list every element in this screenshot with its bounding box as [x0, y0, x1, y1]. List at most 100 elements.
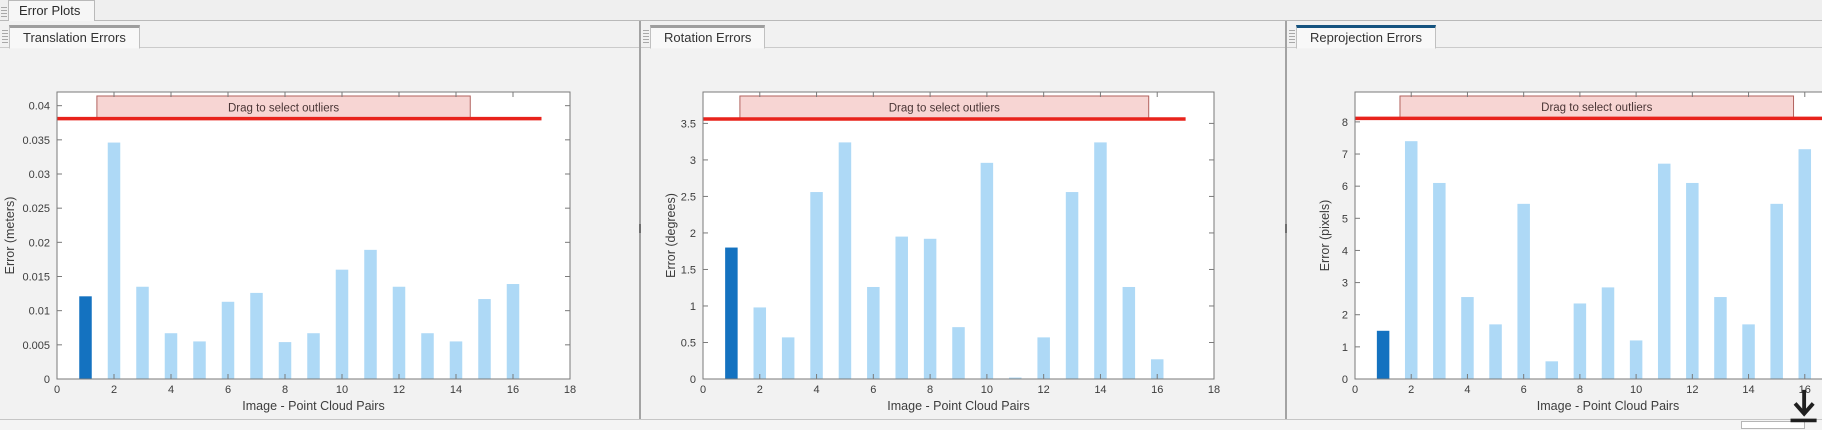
bar-2[interactable] [107, 142, 121, 379]
bar-4[interactable] [1461, 297, 1474, 379]
y-tick-label: 0.005 [22, 340, 50, 352]
bar-7[interactable] [895, 236, 908, 379]
bar-1[interactable] [1376, 330, 1390, 379]
bar-13[interactable] [421, 333, 434, 379]
bar-4[interactable] [164, 333, 178, 379]
bar-16[interactable] [1150, 359, 1164, 379]
bar-15[interactable] [478, 299, 491, 379]
bar-15[interactable] [1122, 286, 1136, 379]
tab-rotation-errors-label: Rotation Errors [664, 30, 752, 45]
bar-11[interactable] [364, 249, 377, 379]
x-tick-label: 16 [1151, 384, 1163, 396]
x-tick-label: 16 [507, 384, 519, 396]
panel-splitter-1[interactable] [639, 21, 641, 419]
bar-10[interactable] [335, 269, 349, 379]
bar-14[interactable] [1094, 142, 1107, 379]
bar-2[interactable] [753, 307, 767, 379]
bar-7[interactable] [1545, 361, 1559, 379]
y-axis-title: Error (meters) [3, 197, 17, 275]
bar-8[interactable] [278, 342, 292, 379]
x-tick-label: 8 [927, 384, 933, 396]
panel-drag-grip-icon[interactable] [1289, 28, 1297, 45]
bar-13[interactable] [1714, 297, 1727, 379]
bar-1[interactable] [725, 247, 738, 379]
y-tick-label: 1 [690, 301, 696, 313]
bar-15[interactable] [1770, 203, 1783, 379]
bar-3[interactable] [1433, 182, 1446, 379]
panel-rotation-header: Rotation Errors [641, 21, 1285, 49]
bar-1[interactable] [79, 296, 92, 379]
x-tick-label: 4 [813, 384, 819, 396]
tabbar-drag-grip-icon[interactable] [1, 5, 9, 19]
figure-group-tab-bar: Error Plots [0, 0, 1822, 21]
x-tick-label: 12 [1038, 384, 1050, 396]
bar-14[interactable] [1742, 324, 1755, 379]
y-tick-label: 5 [1342, 213, 1348, 225]
bar-11[interactable] [1009, 377, 1022, 379]
bar-9[interactable] [1601, 287, 1615, 379]
bar-10[interactable] [1629, 340, 1643, 379]
tab-translation-errors[interactable]: Translation Errors [9, 25, 140, 49]
bar-5[interactable] [1489, 324, 1502, 379]
y-tick-label: 3 [1342, 278, 1348, 290]
bar-12[interactable] [1686, 182, 1699, 379]
y-tick-label: 1.5 [681, 264, 696, 276]
x-tick-label: 10 [1630, 384, 1642, 396]
tab-translation-errors-label: Translation Errors [23, 30, 126, 45]
bar-3[interactable] [781, 337, 795, 379]
x-axis-title: Image - Point Cloud Pairs [887, 399, 1029, 413]
x-tick-label: 14 [450, 384, 462, 396]
tab-error-plots[interactable]: Error Plots [8, 0, 96, 21]
bar-9[interactable] [952, 327, 965, 379]
x-tick-label: 4 [1464, 384, 1470, 396]
bar-7[interactable] [250, 292, 263, 379]
bar-3[interactable] [136, 286, 149, 379]
y-tick-label: 0.01 [29, 306, 50, 318]
x-axis-title: Image - Point Cloud Pairs [1537, 399, 1679, 413]
bar-11[interactable] [1657, 163, 1671, 379]
x-tick-label: 2 [757, 384, 763, 396]
bar-9[interactable] [307, 333, 320, 379]
bar-5[interactable] [193, 341, 206, 379]
banner-label: Drag to select outliers [889, 103, 1000, 115]
bar-6[interactable] [1517, 203, 1530, 379]
x-axis-title: Image - Point Cloud Pairs [242, 399, 384, 413]
bar-8[interactable] [1573, 303, 1587, 379]
bar-16[interactable] [506, 284, 520, 379]
y-tick-label: 0.035 [22, 135, 50, 147]
translation-errors-plot: Drag to select outliers 0 2 4 6 8 10 12 14 16 18 0 0… [3, 91, 576, 413]
x-tick-label: 10 [336, 384, 348, 396]
bar-10[interactable] [980, 162, 994, 379]
bar-4[interactable] [810, 192, 823, 379]
tab-reprojection-errors-label: Reprojection Errors [1310, 30, 1422, 45]
panel-splitter-2[interactable] [1285, 21, 1287, 419]
y-tick-label: 6 [1342, 181, 1348, 193]
panel-drag-grip-icon[interactable] [643, 28, 651, 45]
bar-14[interactable] [449, 341, 463, 379]
bar-6[interactable] [221, 301, 235, 379]
x-tick-label: 12 [393, 384, 405, 396]
bar-12[interactable] [392, 286, 406, 379]
bar-16[interactable] [1798, 149, 1812, 379]
x-tick-label: 2 [1408, 384, 1414, 396]
panel-drag-grip-icon[interactable] [2, 28, 10, 45]
tab-error-plots-label: Error Plots [19, 3, 81, 18]
y-tick-label: 0.015 [22, 272, 50, 284]
panel-translation-errors: Translation Errors Drag to select outlie… [0, 21, 639, 419]
x-tick-label: 2 [111, 384, 117, 396]
tab-reprojection-errors[interactable]: Reprojection Errors [1296, 25, 1436, 49]
rotation-errors-chart: Drag to select outliers 0 2 4 6 8 10 12 14 16 18 0 0… [641, 48, 1285, 419]
y-tick-label: 0 [690, 374, 696, 386]
panel-reprojection-header: Reprojection Errors [1287, 21, 1822, 49]
bar-13[interactable] [1065, 192, 1079, 379]
tab-rotation-errors[interactable]: Rotation Errors [650, 25, 766, 49]
y-tick-label: 2 [1342, 310, 1348, 322]
x-tick-label: 8 [282, 384, 288, 396]
bar-6[interactable] [867, 286, 880, 379]
bar-8[interactable] [923, 238, 937, 379]
dock-down-arrow-icon[interactable] [1786, 386, 1820, 430]
x-tick-label: 18 [564, 384, 576, 396]
bar-5[interactable] [838, 142, 852, 379]
bar-2[interactable] [1404, 141, 1418, 379]
bar-12[interactable] [1037, 337, 1050, 379]
